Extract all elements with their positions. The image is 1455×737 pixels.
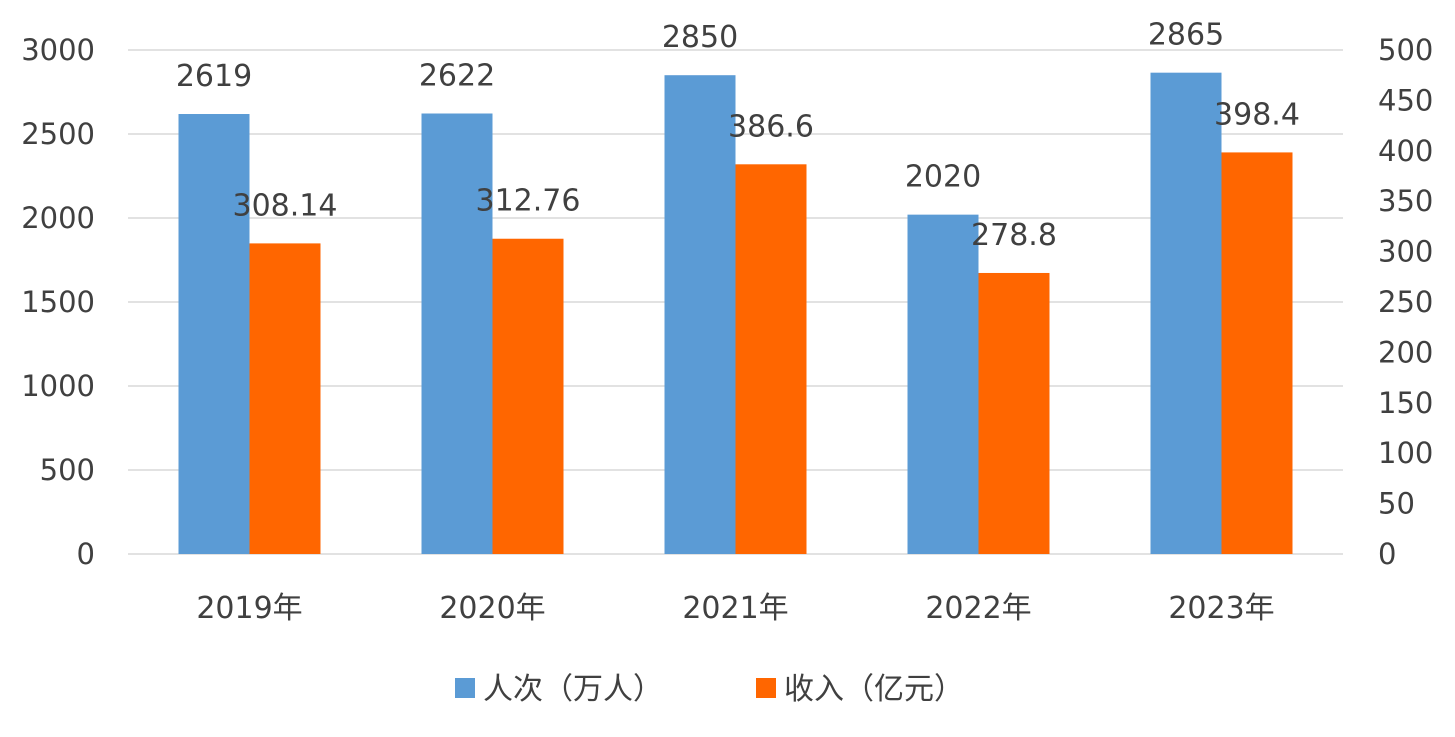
legend-swatch xyxy=(756,678,776,698)
left-tick-label: 500 xyxy=(40,453,95,487)
bar-visitors xyxy=(178,114,250,555)
data-label: 278.8 xyxy=(971,218,1057,253)
bar-revenue xyxy=(1221,152,1293,555)
bar-revenue xyxy=(492,238,564,554)
bar-visitors xyxy=(1150,72,1222,555)
data-label: 312.76 xyxy=(476,184,581,219)
left-tick-label: 1500 xyxy=(21,285,95,319)
left-tick-label: 3000 xyxy=(21,33,95,67)
bar-revenue xyxy=(735,164,807,555)
category-label: 2023年 xyxy=(1168,591,1274,626)
right-axis-ticks: 0 50 100 150 200 250 300 350 400 450 500 xyxy=(1378,33,1433,571)
right-tick-label: 150 xyxy=(1378,386,1433,420)
data-label: 2622 xyxy=(419,59,495,94)
data-label: 2020 xyxy=(905,160,981,195)
right-tick-label: 350 xyxy=(1378,184,1433,218)
left-tick-label: 0 xyxy=(77,537,95,571)
left-tick-label: 2500 xyxy=(21,117,95,151)
right-tick-label: 50 xyxy=(1378,487,1415,521)
left-tick-label: 1000 xyxy=(21,369,95,403)
data-label: 398.4 xyxy=(1214,97,1300,132)
bar-revenue xyxy=(978,272,1050,554)
right-tick-label: 300 xyxy=(1378,235,1433,269)
category-labels: 2019年 2020年 2021年 2022年 2023年 xyxy=(196,591,1274,626)
right-tick-label: 500 xyxy=(1378,33,1433,67)
category-label: 2021年 xyxy=(682,591,788,626)
category-label: 2020年 xyxy=(439,591,545,626)
right-tick-label: 100 xyxy=(1378,436,1433,470)
right-tick-label: 0 xyxy=(1378,537,1396,571)
left-tick-label: 2000 xyxy=(21,201,95,235)
left-axis-ticks: 0 500 1000 1500 2000 2500 3000 xyxy=(21,33,95,571)
right-tick-label: 200 xyxy=(1378,335,1433,369)
legend-label: 人次（万人） xyxy=(483,672,663,707)
data-label: 2619 xyxy=(176,59,252,94)
right-tick-label: 400 xyxy=(1378,134,1433,168)
legend-swatch xyxy=(455,678,475,698)
right-tick-label: 250 xyxy=(1378,285,1433,319)
right-tick-label: 450 xyxy=(1378,83,1433,117)
bars xyxy=(178,72,1293,555)
bar-revenue xyxy=(249,243,321,554)
category-label: 2022年 xyxy=(925,591,1031,626)
data-label: 386.6 xyxy=(728,109,814,144)
data-label: 308.14 xyxy=(233,188,338,223)
data-labels: 2619 308.14 2622 312.76 2850 386.6 2020 278.8 28… xyxy=(176,18,1300,253)
legend-label: 收入（亿元） xyxy=(784,672,964,707)
data-label: 2865 xyxy=(1148,18,1224,53)
category-label: 2019年 xyxy=(196,591,302,626)
bar-visitors xyxy=(907,214,979,554)
legend: 人次（万人） 收入（亿元） xyxy=(455,672,964,707)
bar-visitors xyxy=(664,75,736,554)
data-label: 2850 xyxy=(662,20,738,55)
bar-visitors xyxy=(421,113,493,554)
